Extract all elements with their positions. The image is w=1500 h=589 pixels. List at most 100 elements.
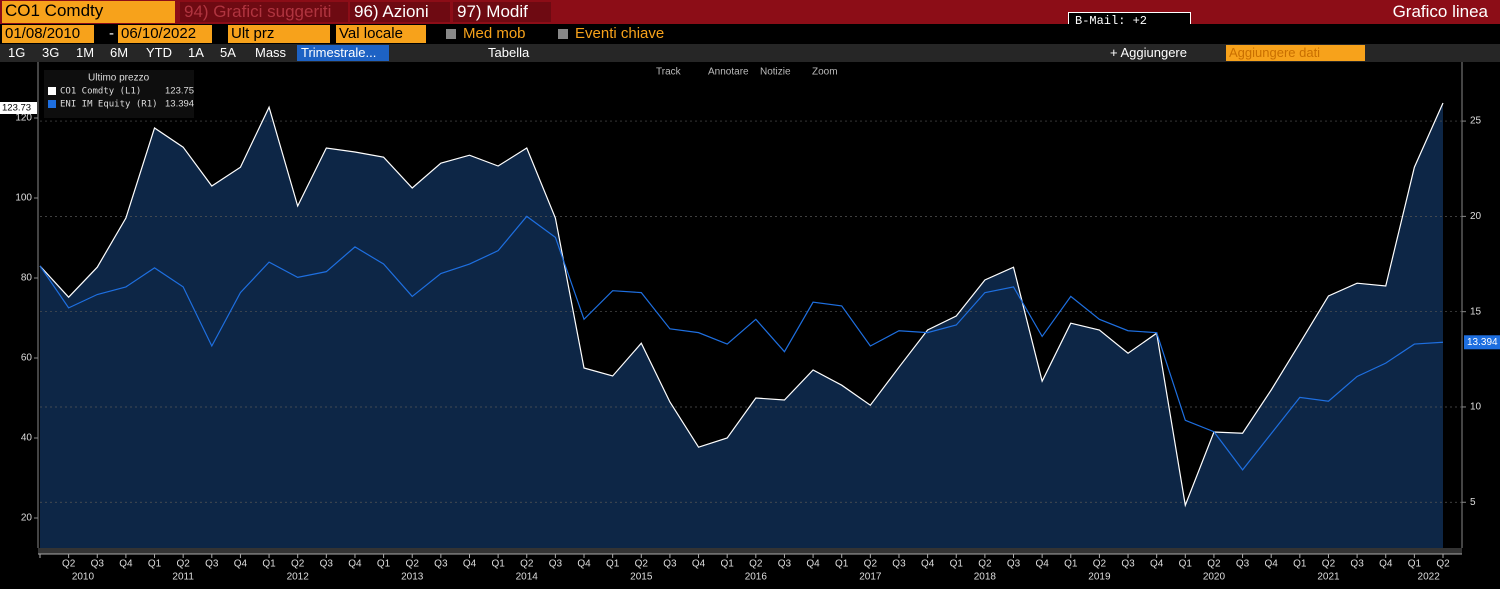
legend-swatch xyxy=(48,87,56,95)
start-date[interactable]: 01/08/2010 xyxy=(2,25,94,43)
x-tick-label: Q2 xyxy=(1436,559,1450,570)
area xyxy=(40,103,1443,548)
year-label: 2011 xyxy=(172,572,194,583)
x-tick-label: Q1 xyxy=(262,559,276,570)
year-label: 2020 xyxy=(1203,572,1226,583)
actions-menu[interactable]: 96) Azioni xyxy=(350,2,450,22)
y-tick-label: 20 xyxy=(21,513,33,524)
x-tick-label: Q1 xyxy=(1064,559,1078,570)
x-tick-label: Q4 xyxy=(921,559,935,570)
year-label: 2018 xyxy=(974,572,997,583)
x-tick-label: Q1 xyxy=(148,559,162,570)
range-button[interactable]: YTD xyxy=(146,45,172,60)
modify-menu[interactable]: 97) Modif xyxy=(453,2,551,22)
legend-title: Ultimo prezzo xyxy=(88,73,150,84)
year-label: 2017 xyxy=(859,572,882,583)
period-button[interactable]: Trimestrale... xyxy=(297,45,389,61)
moving-average[interactable]: Med mob xyxy=(463,25,526,42)
x-tick-label: Q4 xyxy=(1379,559,1393,570)
x-tick-label: Q3 xyxy=(320,559,334,570)
left-badge-box xyxy=(0,102,37,114)
x-tick-label: Q1 xyxy=(1179,559,1193,570)
range-button[interactable]: 1G xyxy=(8,45,26,60)
legend-value: 13.394 xyxy=(165,99,194,110)
x-tick-label: Q1 xyxy=(1408,559,1422,570)
year-label: 2019 xyxy=(1088,572,1111,583)
x-tick-label: Q1 xyxy=(491,559,505,570)
y2-tick-label: 10 xyxy=(1470,402,1482,413)
legend-value: 123.75 xyxy=(165,86,194,97)
year-label: 2013 xyxy=(401,572,424,583)
x-tick-label: Q3 xyxy=(205,559,219,570)
year-label: 2021 xyxy=(1317,572,1340,583)
add-button[interactable]: + Aggiungere xyxy=(1110,45,1187,60)
y2-tick-label: 20 xyxy=(1470,211,1482,222)
x-tick-label: Q4 xyxy=(348,559,362,570)
legend-label: CO1 Comdty (L1) xyxy=(60,87,141,97)
x-tick-label: Q1 xyxy=(377,559,391,570)
x-tick-label: Q4 xyxy=(577,559,591,570)
date-dash: - xyxy=(109,25,114,42)
x-tick-label: Q4 xyxy=(1035,559,1049,570)
key-events[interactable]: Eventi chiave xyxy=(575,25,665,42)
x-tick-label: Q2 xyxy=(749,559,763,570)
range-button[interactable]: 3G xyxy=(42,45,60,60)
x-tick-label: Q1 xyxy=(1293,559,1307,570)
x-tick-label: Q2 xyxy=(1207,559,1221,570)
year-label: 2016 xyxy=(745,572,768,583)
x-tick-label: Q1 xyxy=(835,559,849,570)
x-tick-label: Q1 xyxy=(950,559,964,570)
range-button[interactable]: 1A xyxy=(188,45,204,60)
x-tick-label: Q3 xyxy=(1121,559,1135,570)
legend-swatch xyxy=(48,100,56,108)
x-tick-label: Q3 xyxy=(91,559,105,570)
year-label: 2014 xyxy=(516,572,539,583)
currency-select[interactable]: Val locale xyxy=(336,25,426,43)
x-tick-label: Q2 xyxy=(291,559,305,570)
x-tick-label: Q2 xyxy=(1093,559,1107,570)
checkbox[interactable] xyxy=(558,29,568,39)
x-tick-label: Q3 xyxy=(1236,559,1250,570)
x-tick-label: Q1 xyxy=(606,559,620,570)
left-badge: 123.73 xyxy=(2,103,31,114)
year-label: 2010 xyxy=(72,572,95,583)
chart: Track Annotare Notizie Zoom 20 40 60 80 100 120 5 1… xyxy=(0,62,1500,583)
checkbox[interactable] xyxy=(446,29,456,39)
range-button[interactable]: Mass xyxy=(255,45,287,60)
line xyxy=(39,215,1444,471)
x-tick-label: Q2 xyxy=(406,559,420,570)
y-tick-label: 40 xyxy=(21,433,33,444)
x-tick-label: Q2 xyxy=(176,559,190,570)
x-tick-label: Q4 xyxy=(463,559,477,570)
legend-box xyxy=(44,70,194,118)
y-tick-label: 60 xyxy=(21,353,33,364)
x-tick-label: Q2 xyxy=(864,559,878,570)
x-tick-label: Q2 xyxy=(635,559,649,570)
range-button[interactable]: 1M xyxy=(76,45,95,60)
field-select[interactable]: Ult prz xyxy=(228,25,330,43)
x-tick-label: Q2 xyxy=(978,559,992,570)
x-tick-label: Q4 xyxy=(119,559,133,570)
y-tick-label: 120 xyxy=(15,113,32,124)
chart-tool: Track xyxy=(656,67,682,78)
x-tick-label: Q3 xyxy=(663,559,677,570)
year-label: 2022 xyxy=(1418,572,1441,583)
x-tick-label: Q4 xyxy=(692,559,706,570)
suggested-button[interactable]: 94) Grafici suggeriti xyxy=(180,2,348,22)
right-badge: 13.394 xyxy=(1467,337,1498,348)
range-button[interactable]: 6M xyxy=(110,45,129,60)
table-button[interactable]: Tabella xyxy=(488,45,530,60)
add-data-field[interactable]: Aggiungere dati xyxy=(1226,45,1365,61)
x-tick-label: Q3 xyxy=(1007,559,1021,570)
x-tick-label: Q3 xyxy=(892,559,906,570)
range-button[interactable]: 5A xyxy=(220,45,236,60)
end-date[interactable]: 06/10/2022 xyxy=(118,25,212,43)
legend-label: ENI IM Equity (R1) xyxy=(60,100,158,110)
year-label: 2012 xyxy=(287,572,310,583)
security-field[interactable]: CO1 Comdty xyxy=(2,1,175,23)
x-tick-label: Q3 xyxy=(549,559,563,570)
x-tick-label: Q2 xyxy=(62,559,76,570)
y-tick-label: 100 xyxy=(15,193,32,204)
y-tick-label: 80 xyxy=(21,273,33,284)
y2-tick-label: 15 xyxy=(1470,306,1482,317)
